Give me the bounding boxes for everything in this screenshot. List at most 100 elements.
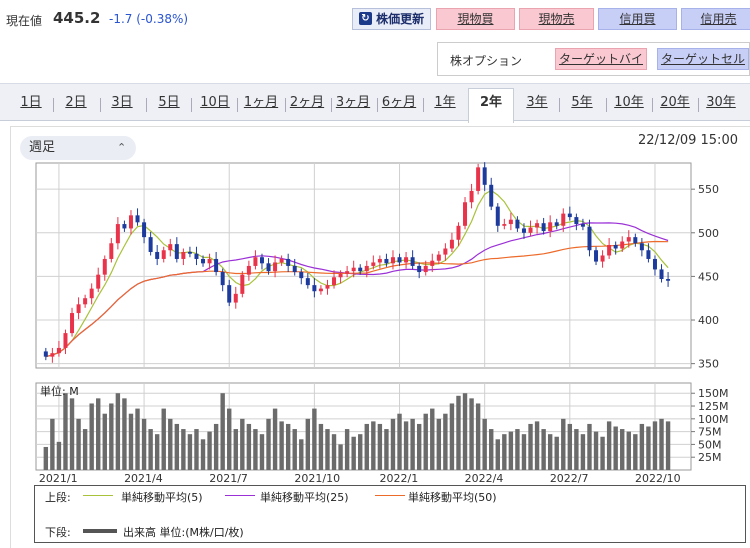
candle: [489, 177, 494, 211]
tab-10d[interactable]: 10日: [200, 95, 230, 110]
tab-1m[interactable]: 1ヶ月: [243, 95, 279, 110]
candle-body: [646, 250, 651, 259]
candle: [338, 270, 343, 284]
candle-body: [259, 257, 264, 264]
volume-bar: [148, 429, 153, 470]
candle: [63, 329, 68, 355]
candle: [659, 264, 664, 283]
ma50-swatch: [375, 495, 405, 496]
tab-1y[interactable]: 1年: [434, 95, 456, 110]
margin-sell-button[interactable]: 信用売: [681, 8, 750, 30]
ma5-swatch: [83, 495, 113, 496]
volume-bar: [521, 434, 527, 470]
volume-bar: [213, 423, 219, 470]
candle-body: [548, 222, 553, 232]
tab-3y[interactable]: 3年: [526, 95, 548, 110]
refresh-icon: ↻: [358, 12, 372, 25]
target-buy-button[interactable]: ターゲットバイ: [555, 48, 647, 70]
candle: [227, 279, 232, 307]
candle: [115, 217, 120, 250]
volume-bar: [620, 429, 625, 470]
candle: [567, 206, 572, 221]
volume-bar: [318, 423, 324, 470]
margin-buy-button[interactable]: 信用買: [598, 8, 677, 30]
candle-body: [364, 265, 369, 272]
candle: [364, 260, 369, 278]
candle: [201, 255, 206, 267]
candle-body: [174, 244, 179, 259]
tab-1d[interactable]: 1日: [20, 95, 42, 110]
candle: [128, 210, 133, 235]
legend-ma25: 単純移動平均(25): [260, 491, 349, 504]
volume-bar: [299, 439, 304, 470]
tab-3m[interactable]: 3ヶ月: [335, 95, 371, 110]
tab-5d[interactable]: 5日: [158, 95, 180, 110]
volume-bar: [652, 421, 658, 470]
candle: [233, 286, 238, 309]
target-sell-button[interactable]: ターゲットセル: [657, 48, 749, 70]
candle: [574, 213, 579, 231]
candle: [279, 255, 284, 266]
volume-bar: [292, 429, 297, 470]
x-axis-labels: 2021/1 2021/4 2021/7 2021/10 2022/1 2022/4 202…: [39, 472, 681, 485]
volume-bar: [639, 423, 645, 470]
volume-bar: [200, 439, 206, 470]
candle: [371, 255, 376, 270]
tab-2m[interactable]: 2ヶ月: [289, 95, 325, 110]
candle: [469, 183, 474, 209]
candle-body: [377, 258, 382, 263]
chart-panel: [10, 126, 750, 548]
candle: [220, 268, 225, 292]
legend-volume: 出来高 単位:(M株/口/枚): [123, 526, 244, 539]
tab-30y[interactable]: 30年: [706, 95, 736, 110]
price-tick-label: 400: [698, 314, 719, 327]
volume-bar: [135, 408, 140, 470]
refresh-price-button[interactable]: ↻ 株価更新: [352, 8, 431, 30]
candle-body: [384, 258, 389, 264]
tab-divider: [237, 98, 238, 112]
candle-body: [502, 224, 507, 226]
candle-body: [469, 190, 474, 203]
candle: [463, 197, 468, 230]
volume-tick-label: 75M: [698, 426, 722, 439]
volume-bar: [403, 421, 409, 470]
candle-body: [358, 267, 363, 272]
candle-body: [482, 167, 487, 185]
candle-body: [115, 224, 120, 244]
candle-body: [63, 333, 68, 348]
tab-20y[interactable]: 20年: [660, 95, 690, 110]
candle: [351, 260, 356, 278]
candle-body: [476, 167, 481, 191]
tab-10y[interactable]: 10年: [614, 95, 644, 110]
volume-tick-label: 25M: [698, 451, 722, 464]
volume-tick-label: 150M: [698, 387, 729, 400]
volume-bar: [240, 418, 245, 470]
volume-bar: [161, 408, 166, 470]
tab-divider: [423, 98, 424, 112]
volume-bar: [449, 403, 455, 470]
candle: [259, 253, 264, 270]
stock-option-label: 株オプション: [450, 54, 523, 68]
tab-6m[interactable]: 6ヶ月: [381, 95, 417, 110]
candle: [43, 347, 48, 361]
candle: [410, 250, 415, 270]
volume-bar: [508, 431, 514, 470]
candle: [626, 230, 631, 248]
tab-divider: [331, 98, 332, 112]
tab-2y[interactable]: 2年: [468, 88, 514, 123]
candle-body: [554, 222, 559, 226]
stock-option-box: 株オプション ターゲットバイ ターゲットセル: [437, 42, 750, 76]
volume-bar: [547, 434, 553, 470]
volume-bar: [207, 431, 212, 470]
candle-body: [600, 255, 605, 262]
tab-3d[interactable]: 3日: [111, 95, 133, 110]
candle: [102, 255, 107, 281]
candle-body: [122, 224, 127, 229]
spot-buy-button[interactable]: 現物買: [436, 8, 515, 30]
tab-5y[interactable]: 5年: [571, 95, 593, 110]
spot-sell-button[interactable]: 現物売: [519, 8, 594, 30]
tab-2d[interactable]: 2日: [65, 95, 87, 110]
period-select[interactable]: 週足 ⌃: [20, 136, 136, 160]
volume-bar: [50, 418, 55, 470]
volume-bar: [397, 413, 402, 470]
